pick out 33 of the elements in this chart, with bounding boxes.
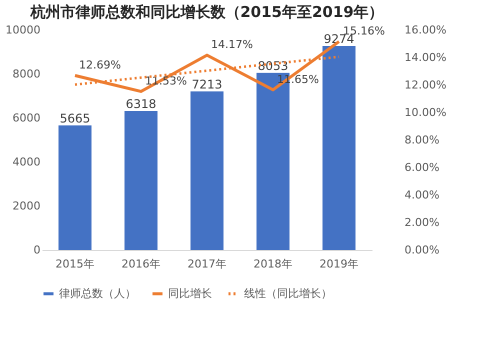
y2-tick-label: 0.00% [404, 244, 440, 256]
y2-tick-label: 6.00% [404, 161, 440, 174]
chart-title: 杭州市律师总数和同比增长数（2015年至2019年） [29, 3, 384, 21]
legend-label: 律师总数（人） [59, 286, 136, 300]
y2-tick-label: 4.00% [404, 188, 440, 202]
y2-tick-label: 16.00% [404, 24, 446, 36]
x-tick-label: 2016年 [122, 258, 160, 270]
x-tick-label: 2017年 [188, 258, 226, 270]
legend-label: 线性（同比增长） [244, 286, 332, 300]
y-tick-label: 10000 [6, 24, 40, 36]
legend-label: 同比增长 [168, 286, 212, 300]
y2-tick-label: 10.00% [404, 106, 446, 119]
y2-tick-label: 12.00% [404, 78, 446, 92]
y2-tick-label: 2.00% [404, 216, 440, 229]
data-label: 7213 [192, 77, 222, 92]
y-tick-label: 8000 [12, 68, 40, 80]
data-label: 12.69% [79, 58, 121, 72]
y-tick-label: 4000 [12, 156, 40, 168]
bar [190, 91, 224, 250]
x-tick-label: 2018年 [254, 258, 292, 270]
x-tick-label: 2019年 [320, 258, 358, 270]
bar [124, 111, 158, 250]
data-label: 6318 [126, 97, 156, 112]
y2-tick-label: 14.00% [404, 51, 446, 64]
y-tick-label: 0 [34, 244, 40, 256]
bar [58, 125, 92, 250]
bar [322, 46, 356, 250]
data-label: 14.17% [211, 38, 253, 52]
data-label: 5665 [60, 111, 90, 126]
x-tick-label: 2015年 [56, 258, 94, 270]
y-tick-label: 6000 [12, 112, 40, 124]
y2-tick-label: 8.00% [404, 134, 440, 146]
y-tick-label: 2000 [12, 200, 40, 212]
